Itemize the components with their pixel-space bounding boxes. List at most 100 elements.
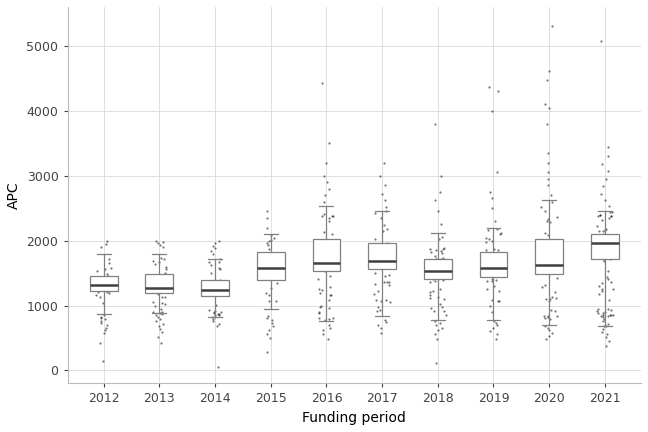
Point: [325, 324, 335, 331]
Point: [382, 251, 392, 258]
Point: [327, 213, 338, 219]
Point: [384, 249, 394, 256]
Point: [216, 282, 226, 289]
Point: [547, 248, 557, 254]
Point: [262, 330, 272, 337]
Point: [273, 264, 283, 270]
Point: [540, 255, 550, 262]
Point: [328, 257, 338, 264]
Point: [157, 277, 167, 284]
Point: [156, 293, 167, 300]
Point: [152, 273, 163, 280]
Point: [156, 254, 166, 261]
Point: [425, 294, 435, 301]
Point: [378, 263, 389, 270]
Point: [592, 222, 602, 229]
Point: [159, 271, 169, 278]
Point: [382, 255, 392, 262]
Point: [159, 284, 170, 291]
Point: [213, 237, 224, 244]
Point: [437, 263, 447, 270]
Point: [380, 259, 391, 266]
Point: [329, 248, 340, 255]
Point: [380, 255, 391, 262]
Point: [318, 327, 328, 334]
Point: [153, 240, 163, 247]
Point: [537, 237, 547, 244]
Point: [546, 243, 556, 250]
Point: [596, 241, 606, 248]
Point: [490, 273, 500, 280]
Point: [379, 279, 389, 286]
Point: [104, 286, 115, 293]
Point: [551, 313, 562, 320]
Point: [543, 324, 553, 331]
Point: [597, 328, 607, 335]
Point: [492, 266, 503, 273]
Point: [384, 272, 394, 279]
Point: [214, 255, 225, 262]
Point: [320, 264, 330, 270]
Point: [383, 259, 393, 266]
Point: [547, 251, 557, 258]
Point: [157, 320, 168, 327]
Point: [547, 329, 557, 336]
Point: [542, 218, 552, 225]
Point: [213, 292, 223, 299]
Point: [538, 267, 548, 274]
Point: [372, 258, 382, 265]
Point: [544, 327, 555, 334]
Point: [544, 104, 554, 111]
Point: [376, 245, 387, 251]
Point: [486, 267, 496, 274]
Point: [538, 244, 549, 251]
Point: [434, 265, 444, 272]
Point: [370, 236, 380, 243]
Point: [95, 294, 105, 301]
Point: [551, 214, 562, 221]
Point: [426, 265, 436, 272]
Point: [545, 247, 555, 254]
Point: [540, 322, 550, 329]
Point: [154, 273, 164, 280]
Point: [607, 208, 618, 215]
Point: [600, 250, 610, 257]
Point: [603, 243, 613, 250]
Point: [382, 255, 392, 262]
PathPatch shape: [368, 243, 396, 269]
Point: [437, 267, 448, 274]
Point: [157, 244, 168, 251]
Point: [382, 261, 393, 268]
Point: [95, 314, 106, 321]
Point: [488, 324, 498, 331]
Point: [152, 280, 163, 286]
Point: [148, 299, 158, 305]
Point: [595, 239, 605, 246]
Point: [482, 277, 492, 284]
Point: [375, 298, 386, 305]
Point: [260, 265, 270, 272]
Point: [98, 280, 108, 287]
Point: [214, 292, 225, 299]
Point: [598, 256, 608, 263]
Point: [604, 297, 614, 304]
Point: [432, 257, 443, 264]
Point: [481, 252, 491, 259]
Point: [542, 314, 553, 321]
Point: [592, 252, 603, 259]
PathPatch shape: [480, 252, 507, 277]
Point: [376, 325, 386, 332]
Point: [324, 249, 334, 256]
Point: [436, 271, 446, 278]
Point: [439, 307, 449, 314]
Point: [379, 257, 389, 264]
Point: [99, 312, 110, 319]
Point: [544, 315, 555, 322]
Point: [214, 311, 224, 318]
Point: [491, 276, 501, 283]
Point: [599, 232, 609, 239]
Point: [546, 306, 556, 313]
Point: [433, 264, 443, 271]
Point: [604, 203, 614, 210]
Point: [602, 252, 612, 259]
